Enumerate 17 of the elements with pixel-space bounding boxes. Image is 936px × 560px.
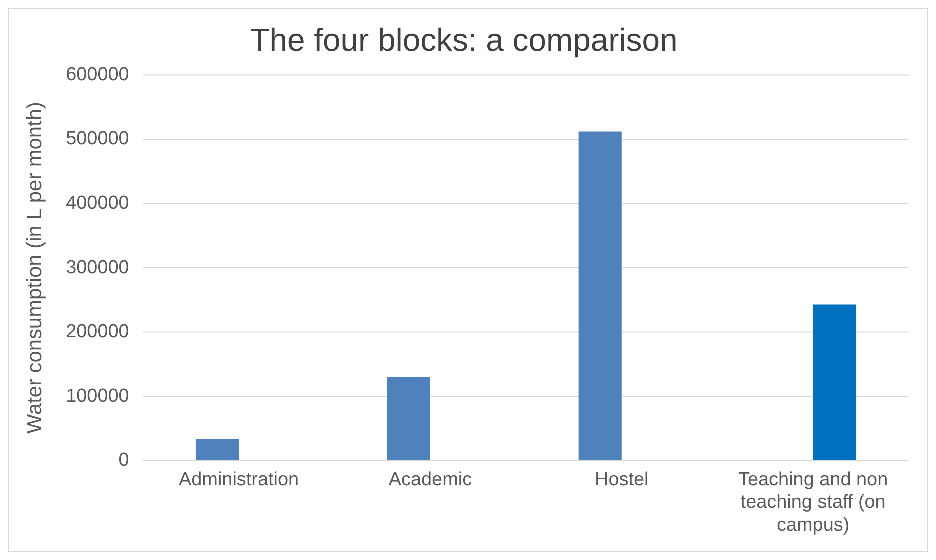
bar [813, 304, 856, 460]
y-tick-label: 400000 [66, 192, 130, 214]
y-tick-label: 500000 [66, 128, 130, 150]
x-tick-label: Hostel [595, 469, 649, 490]
y-axis-title: Water consumption (in L per month) [23, 102, 46, 434]
bar [196, 439, 240, 460]
y-tick-label: 600000 [66, 64, 130, 86]
chart-title: The four blocks: a comparison [250, 22, 678, 58]
y-tick-label: 300000 [66, 257, 130, 278]
x-tick-label: Academic [388, 469, 472, 490]
x-tick-label: Teaching and non teaching staff (on campus) [738, 469, 888, 536]
y-tick-label: 0 [118, 450, 130, 472]
bar [387, 377, 430, 460]
y-tick-label: 200000 [66, 322, 130, 343]
bar [578, 132, 622, 460]
x-tick-label: Administration [178, 469, 300, 490]
y-tick-label: 100000 [66, 386, 130, 407]
